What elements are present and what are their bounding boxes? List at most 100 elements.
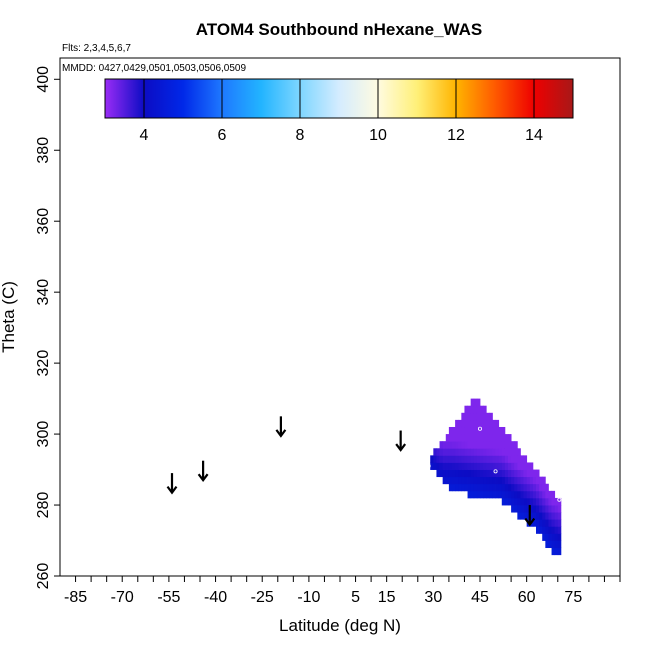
heatmap-cell — [508, 448, 512, 456]
heatmap-cell — [464, 469, 468, 478]
heatmap-cell — [508, 476, 512, 485]
x-tick-label: 75 — [564, 589, 582, 606]
heatmap-cell — [433, 455, 437, 463]
heatmap-cell — [470, 455, 475, 463]
sample-point — [560, 556, 565, 561]
heatmap-cell — [514, 469, 518, 478]
heatmap-cell — [461, 476, 465, 485]
heatmap-cell — [461, 483, 465, 492]
heatmap-cell — [545, 526, 549, 534]
heatmap-cell — [508, 462, 512, 470]
heatmap-cell — [539, 526, 543, 534]
x-tick-label: -40 — [204, 589, 227, 606]
heatmap-cell — [467, 412, 472, 421]
heatmap-cell — [542, 526, 546, 534]
heatmap-cell — [480, 490, 484, 499]
heatmap-cell — [483, 434, 487, 442]
heatmap-cell — [514, 497, 518, 506]
heatmap-cell — [495, 483, 500, 492]
heatmap-cell — [461, 469, 465, 478]
heatmap-cell — [461, 441, 465, 449]
heatmap-cell — [492, 441, 496, 449]
heatmap-cell — [473, 462, 478, 470]
heatmap-cell — [551, 505, 556, 513]
y-tick-label: 380 — [35, 137, 52, 164]
heatmap-cell — [501, 462, 506, 470]
heatmap-cell — [545, 519, 549, 527]
dates-note: MMDD: 0427,0429,0501,0503,0506,0509 — [62, 63, 246, 74]
heatmap-cell — [492, 490, 496, 499]
heatmap-cell — [452, 426, 456, 435]
heatmap-cell — [448, 455, 453, 463]
heatmap-cell — [539, 512, 543, 520]
heatmap-cell — [480, 405, 484, 414]
heatmap-cell — [551, 519, 556, 527]
heatmap-cell — [476, 476, 481, 485]
heatmap-cell — [498, 441, 503, 449]
heatmap-cell — [545, 497, 549, 506]
heatmap-cell — [508, 469, 512, 478]
heatmap-cell — [514, 462, 518, 470]
heatmap-cell — [480, 448, 484, 456]
colorbar-ticks: 4 6 8 10 12 14 — [140, 79, 543, 144]
x-axis: -85 -70 -55 -40 -25 -10 5 15 30 45 60 75 — [64, 576, 621, 606]
heatmap-cell — [486, 412, 490, 421]
heatmap-cell — [467, 462, 472, 470]
heatmap-cell — [542, 519, 546, 527]
heatmap-cell — [557, 526, 562, 534]
heatmap-cell — [545, 505, 549, 513]
x-tick-label: 60 — [518, 589, 536, 606]
heatmap-cell — [504, 455, 509, 463]
sample-point — [557, 497, 562, 502]
heatmap-cell — [476, 398, 481, 407]
heatmap-cell — [545, 533, 549, 541]
chart-title: ATOM4 Southbound nHexane_WAS — [196, 20, 483, 39]
heatmap-cell — [448, 469, 453, 478]
arrow-head — [275, 429, 287, 438]
heatmap-cell — [470, 434, 475, 442]
tropopause-arrow — [524, 505, 536, 527]
heatmap-cell — [536, 526, 540, 534]
heatmap-cell — [483, 419, 487, 428]
heatmap-cell — [551, 512, 556, 520]
arrow-head — [197, 473, 209, 483]
heatmap-cell — [452, 434, 456, 442]
heatmap-cell — [458, 483, 462, 492]
heatmap-cell — [520, 476, 524, 485]
heatmap-cell — [536, 512, 540, 520]
heatmap-cell — [492, 455, 496, 463]
heatmap-cell — [489, 490, 493, 499]
heatmap-cell — [480, 412, 484, 421]
heatmap-cell — [470, 419, 475, 428]
heatmap-cell — [536, 490, 540, 499]
heatmap-cell — [445, 462, 450, 470]
heatmap-cell — [511, 469, 515, 478]
heatmap-cell — [532, 497, 537, 506]
heatmap-cell — [536, 519, 540, 527]
y-tick-label: 320 — [35, 350, 52, 377]
heatmap-cell — [501, 426, 506, 435]
heatmap-cell — [520, 462, 524, 470]
tropopause-arrow — [166, 473, 178, 495]
heatmap-cell — [536, 497, 540, 506]
heatmap-cell — [455, 462, 459, 470]
x-axis-label: Latitude (deg N) — [279, 616, 401, 635]
heatmap-cell — [455, 426, 459, 435]
heatmap-cell — [476, 483, 481, 492]
heatmap-cell — [529, 483, 534, 492]
x-tick-label: 30 — [424, 589, 442, 606]
heatmap-cell — [554, 540, 559, 549]
heatmap-cell — [501, 483, 506, 492]
heatmap-cell — [486, 426, 490, 435]
heatmap-cell — [480, 434, 484, 442]
heatmap-cell — [476, 448, 481, 456]
heatmap-cell — [523, 483, 528, 492]
arrow-head — [166, 485, 178, 495]
heatmap-cell — [486, 469, 490, 478]
heatmap-cell — [467, 426, 472, 435]
heatmap-cell — [480, 469, 484, 478]
heatmap-cell — [458, 441, 462, 449]
heatmap-cell — [455, 419, 459, 428]
heatmap-cell — [508, 441, 512, 449]
heatmap-cell — [486, 441, 490, 449]
